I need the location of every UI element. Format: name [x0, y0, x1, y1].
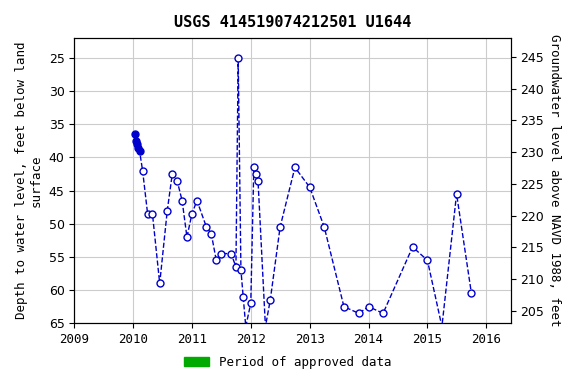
Bar: [133, 323, 486, 333]
Legend: Period of approved data: Period of approved data: [179, 351, 397, 374]
Y-axis label: Groundwater level above NAVD 1988, feet: Groundwater level above NAVD 1988, feet: [548, 35, 561, 327]
Y-axis label: Depth to water level, feet below land
surface: Depth to water level, feet below land su…: [15, 42, 43, 319]
Title: USGS 414519074212501 U1644: USGS 414519074212501 U1644: [174, 15, 411, 30]
